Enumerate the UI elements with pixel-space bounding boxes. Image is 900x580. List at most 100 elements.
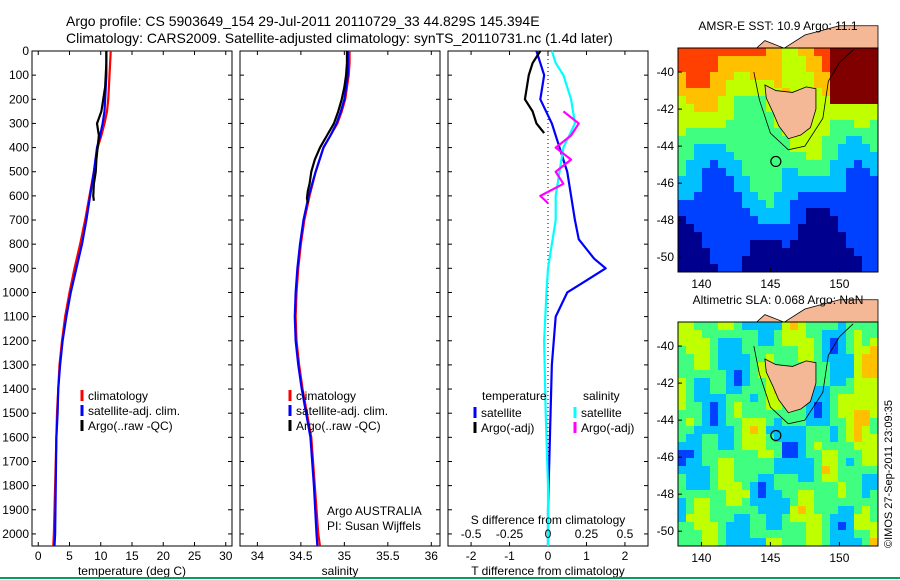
map-cell <box>742 72 750 80</box>
map-cell <box>782 136 790 144</box>
tasmania-land <box>764 84 817 140</box>
map-cell <box>694 410 702 418</box>
map-cell <box>766 498 774 506</box>
map-cell <box>822 192 830 200</box>
map-cell <box>822 216 830 224</box>
map-cell <box>678 362 686 370</box>
map-cell <box>702 370 710 378</box>
map-cell <box>734 128 742 136</box>
map-cell <box>838 402 846 410</box>
map-cell <box>750 530 758 538</box>
map-cell <box>686 160 694 168</box>
map-cell <box>686 506 694 514</box>
map-cell <box>710 474 718 482</box>
map-cell <box>854 152 862 160</box>
map-cell <box>734 442 742 450</box>
map-cell <box>678 96 686 104</box>
map-cell <box>686 128 694 136</box>
y-tick-label: -48 <box>657 487 675 501</box>
map-cell <box>758 184 766 192</box>
map-cell <box>758 240 766 248</box>
map-cell <box>854 354 862 362</box>
map-cell <box>718 160 726 168</box>
map-cell <box>758 120 766 128</box>
map-cell <box>862 362 870 370</box>
map-cell <box>710 120 718 128</box>
map-cell <box>830 330 838 338</box>
legend-label: climatology <box>88 389 148 403</box>
map-cell <box>846 80 854 88</box>
map-cell <box>822 442 830 450</box>
map-cell <box>750 506 758 514</box>
map-cell <box>782 216 790 224</box>
map-cell <box>678 466 686 474</box>
map-cell <box>766 216 774 224</box>
map-cell <box>862 120 870 128</box>
map-cell <box>806 474 814 482</box>
map-cell <box>774 224 782 232</box>
map-cell <box>830 394 838 402</box>
y-tick-label: 400 <box>9 141 29 155</box>
map-cell <box>862 256 870 264</box>
map-cell <box>862 498 870 506</box>
map-cell <box>726 362 734 370</box>
map-cell <box>870 136 878 144</box>
map-cell <box>742 128 750 136</box>
map-cell <box>718 208 726 216</box>
map-cell <box>806 136 814 144</box>
map-cell <box>822 96 830 104</box>
map-frame <box>677 321 879 547</box>
map-cell <box>774 80 782 88</box>
map-cell <box>710 514 718 522</box>
map-cell <box>854 128 862 136</box>
map-cell <box>822 522 830 530</box>
map-cell <box>758 426 766 434</box>
map-cell <box>694 136 702 144</box>
map-cell <box>830 264 838 272</box>
map-cell <box>854 322 862 330</box>
map-cell <box>798 474 806 482</box>
map-cell <box>846 362 854 370</box>
map-cell <box>782 442 790 450</box>
map-cell <box>726 120 734 128</box>
map-cell <box>798 184 806 192</box>
map-cell <box>694 168 702 176</box>
map-cell <box>718 120 726 128</box>
map-cell <box>686 216 694 224</box>
map-cell <box>854 426 862 434</box>
map-cell <box>782 240 790 248</box>
map-cell <box>798 506 806 514</box>
map-cell <box>838 354 846 362</box>
map-cell <box>686 442 694 450</box>
map-cell <box>782 72 790 80</box>
map-cell <box>686 240 694 248</box>
map-cell <box>694 450 702 458</box>
map-cell <box>854 176 862 184</box>
map-cell <box>822 232 830 240</box>
map-cell <box>734 168 742 176</box>
map-cell <box>790 522 798 530</box>
map-cell <box>726 482 734 490</box>
map-cell <box>742 322 750 330</box>
map-cell <box>782 322 790 330</box>
map-cell <box>678 418 686 426</box>
map-cell <box>678 450 686 458</box>
map-cell <box>790 338 798 346</box>
map-cell <box>710 522 718 530</box>
map-cell <box>742 530 750 538</box>
map-cell <box>726 72 734 80</box>
map-cell <box>838 96 846 104</box>
map-cell <box>782 498 790 506</box>
map-cell <box>686 450 694 458</box>
map-cell <box>838 144 846 152</box>
map-cell <box>750 370 758 378</box>
map-cell <box>742 152 750 160</box>
map-cell <box>774 530 782 538</box>
map-cell <box>742 120 750 128</box>
map-cell <box>718 56 726 64</box>
map-cell <box>686 232 694 240</box>
x-tick-label: 30 <box>219 549 233 563</box>
map-cell <box>774 498 782 506</box>
map-cell <box>798 144 806 152</box>
map-cell <box>830 72 838 80</box>
